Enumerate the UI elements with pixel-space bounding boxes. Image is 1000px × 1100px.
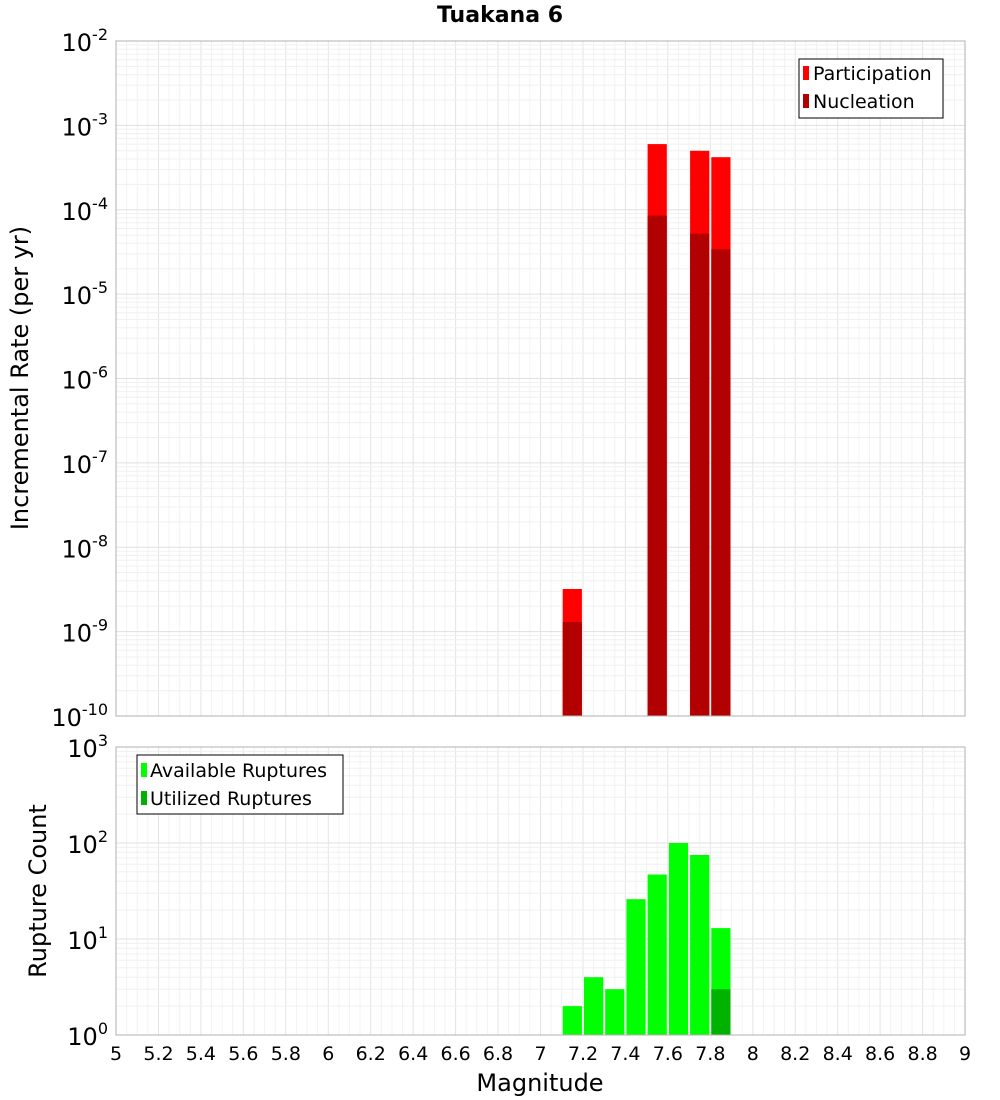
- x-tick-label: 6: [322, 1043, 334, 1065]
- x-tick-label: 7.6: [653, 1043, 683, 1065]
- rate-legend: Participation Nucleation: [798, 58, 944, 119]
- y-tick-label: 10-9: [62, 616, 109, 648]
- x-tick-label: 5.2: [143, 1043, 173, 1065]
- rate-y-axis-label: Incremental Rate (per yr): [6, 226, 34, 530]
- rate-panel: 10-10 10-9 10-8 10-7 10-6 10-5 10-4 10-3 10-2 In…: [6, 25, 966, 732]
- utilized-ruptures-legend-swatch: [141, 791, 147, 805]
- y-tick-label: 10-6: [62, 363, 109, 395]
- bar-available-ruptures: [605, 989, 625, 1035]
- bar-available-ruptures: [562, 1006, 582, 1035]
- participation-legend-label: Participation: [813, 63, 932, 85]
- x-tick-label: 8.4: [823, 1043, 853, 1065]
- x-tick-label: 8.8: [907, 1043, 937, 1065]
- x-tick-label: 7.2: [568, 1043, 598, 1065]
- available-ruptures-legend-label: Available Ruptures: [150, 760, 327, 782]
- x-tick-label: 6.4: [398, 1043, 428, 1065]
- bar-available-ruptures: [647, 874, 667, 1035]
- nucleation-legend-label: Nucleation: [813, 91, 915, 113]
- count-legend: Available Ruptures Utilized Ruptures: [136, 754, 344, 815]
- available-ruptures-legend-swatch: [141, 763, 147, 777]
- bar-available-ruptures: [668, 843, 689, 1035]
- x-tick-label: 6.2: [356, 1043, 386, 1065]
- y-tick-label: 100: [67, 1019, 108, 1051]
- count-plot-frame: [115, 746, 966, 1036]
- x-tick-label: 8.2: [780, 1043, 810, 1065]
- x-axis-ticks: 5 5.2 5.4 5.6 5.8 6 6.2 6.4 6.6 6.8 7 7.2 7.4 7.6 7.8 8…: [110, 1043, 971, 1065]
- bar-nucleation: [647, 215, 667, 716]
- y-tick-label: 10-2: [62, 25, 109, 57]
- x-tick-label: 5.6: [228, 1043, 258, 1065]
- y-tick-label: 102: [67, 827, 108, 859]
- bar-available-ruptures: [690, 855, 710, 1035]
- count-panel: 100 101 102 103 Rupture Count Available Rup…: [24, 731, 966, 1051]
- utilized-ruptures-legend-label: Utilized Ruptures: [150, 788, 312, 810]
- x-tick-label: 5: [110, 1043, 122, 1065]
- bar-nucleation: [690, 233, 710, 716]
- x-tick-label: 9: [959, 1043, 971, 1065]
- x-tick-label: 5.4: [186, 1043, 216, 1065]
- rate-legend-box: [798, 58, 944, 119]
- x-tick-label: 8.6: [865, 1043, 895, 1065]
- y-tick-label: 10-5: [62, 278, 109, 310]
- x-tick-label: 7.8: [695, 1043, 725, 1065]
- x-tick-label: 8: [747, 1043, 759, 1065]
- y-tick-label: 10-7: [62, 447, 109, 479]
- bar-available-ruptures: [584, 977, 604, 1035]
- participation-legend-swatch: [803, 66, 809, 80]
- y-tick-label: 103: [67, 731, 108, 763]
- x-tick-label: 6.8: [483, 1043, 513, 1065]
- bar-nucleation: [711, 249, 731, 717]
- y-tick-label: 10-10: [51, 700, 108, 732]
- y-tick-label: 10-4: [62, 194, 109, 226]
- bar-available-ruptures: [626, 899, 646, 1035]
- x-tick-label: 6.6: [440, 1043, 470, 1065]
- x-tick-label: 7: [534, 1043, 546, 1065]
- y-tick-label: 101: [67, 923, 108, 955]
- rate-plot-frame: [115, 40, 966, 717]
- x-tick-label: 5.8: [271, 1043, 301, 1065]
- y-tick-label: 10-3: [62, 109, 109, 141]
- x-axis-label: Magnitude: [476, 1069, 603, 1097]
- nucleation-legend-swatch: [803, 94, 809, 108]
- count-y-axis-label: Rupture Count: [24, 804, 52, 978]
- x-tick-label: 7.4: [610, 1043, 640, 1065]
- count-legend-box: [136, 754, 344, 815]
- y-tick-label: 10-8: [62, 531, 109, 563]
- bar-utilized-ruptures: [711, 989, 731, 1035]
- bar-nucleation: [562, 622, 582, 716]
- chart-title: Tuakana 6: [437, 3, 563, 28]
